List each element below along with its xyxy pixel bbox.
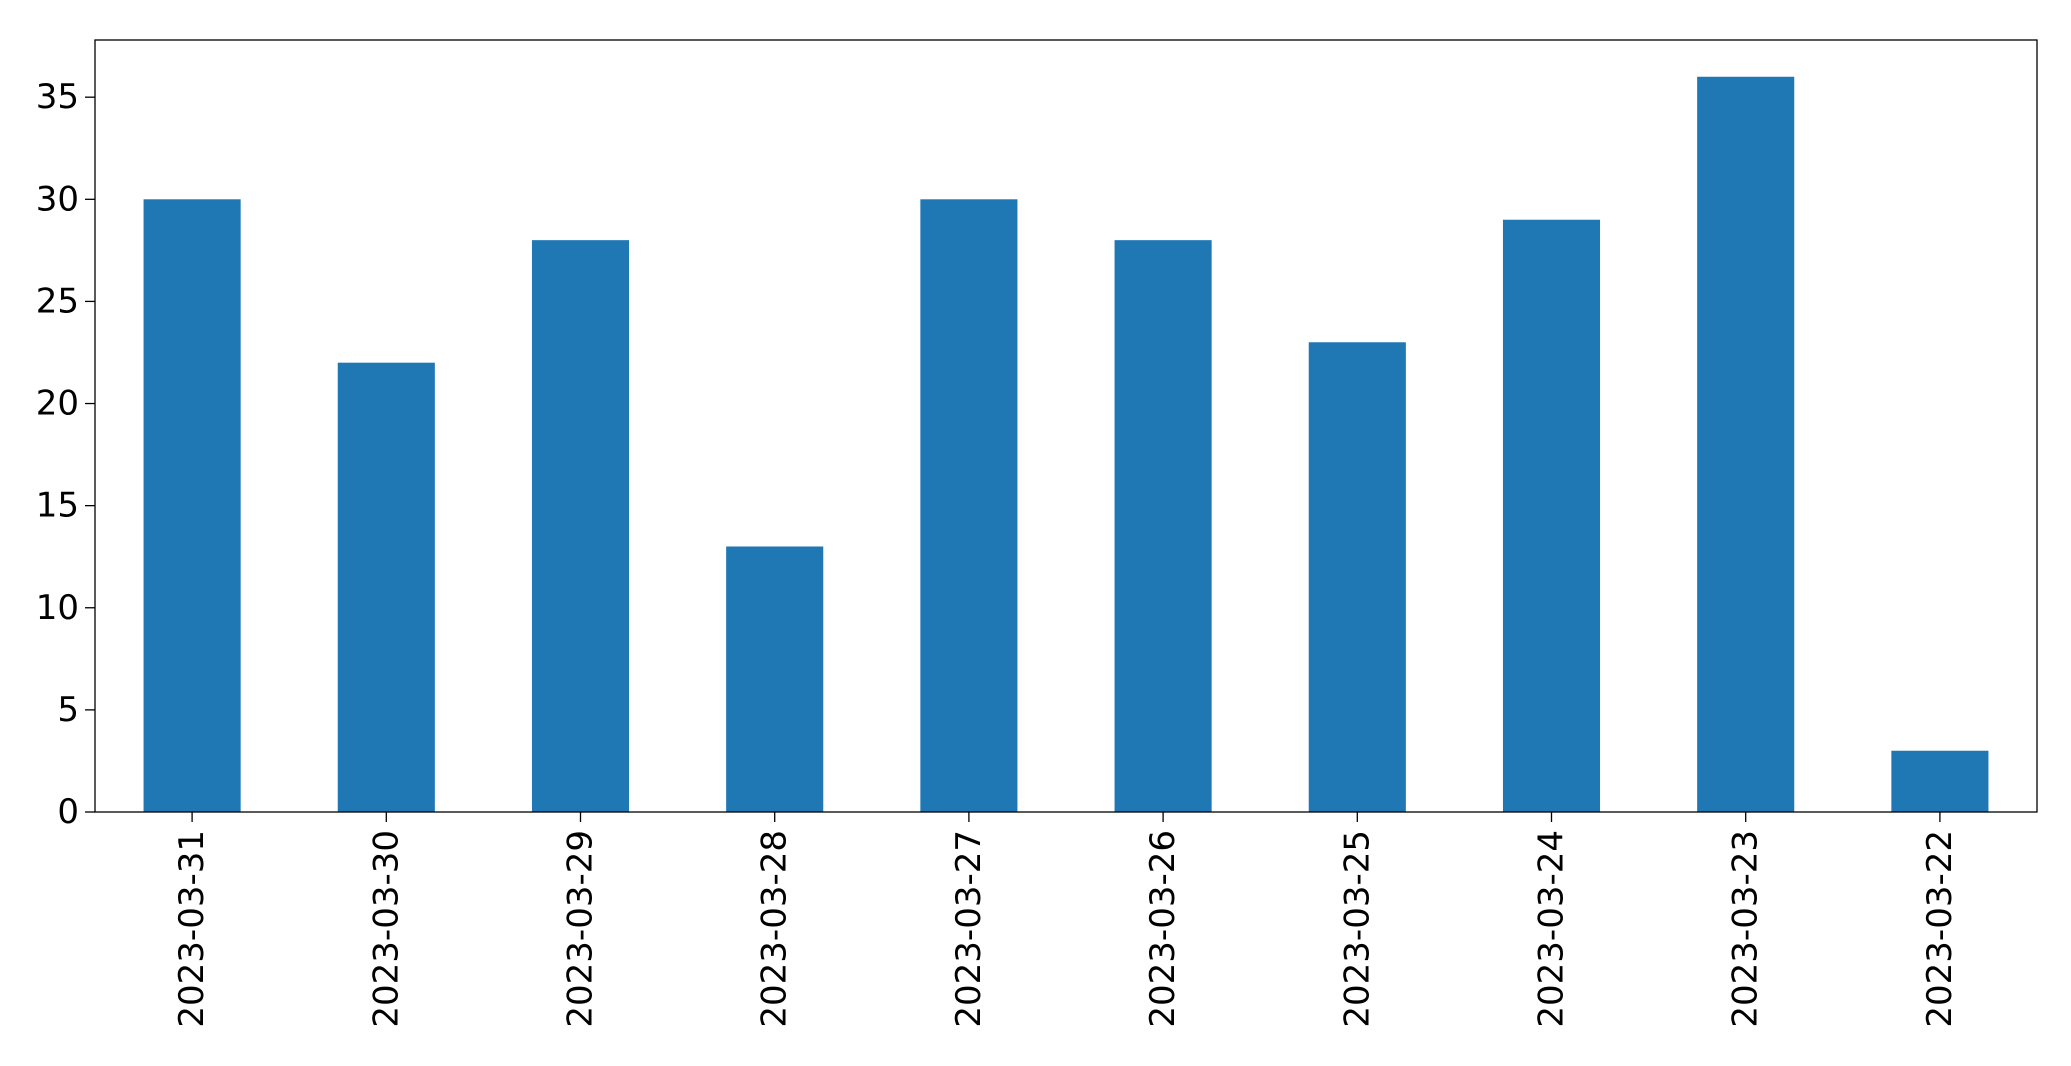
- x-tick-label: 2023-03-29: [561, 830, 601, 1028]
- y-axis: 0 5 10 15 20 25 30 35: [36, 77, 95, 832]
- bar-2023-03-27: [920, 199, 1018, 813]
- bar-2023-03-25: [1308, 342, 1406, 812]
- y-tick-label: 5: [57, 690, 79, 730]
- x-axis: 2023-03-31 2023-03-30 2023-03-29 2023-03-28…: [172, 812, 1960, 1028]
- bar-2023-03-24: [1502, 219, 1601, 813]
- x-tick-label: 2023-03-31: [172, 830, 212, 1028]
- bar-2023-03-28: [726, 546, 824, 812]
- bar-2023-03-22: [1891, 750, 1989, 812]
- bars-group: [143, 76, 1989, 813]
- y-tick-label: 25: [36, 281, 79, 321]
- bar-2023-03-26: [1114, 240, 1212, 813]
- y-tick-label: 20: [36, 384, 79, 424]
- y-tick-label: 10: [36, 588, 79, 628]
- bar-2023-03-23: [1697, 76, 1795, 812]
- bar-2023-03-29: [531, 240, 630, 813]
- x-tick-label: 2023-03-30: [366, 830, 406, 1028]
- x-tick-label: 2023-03-26: [1143, 830, 1183, 1028]
- x-tick-label: 2023-03-22: [1920, 830, 1960, 1028]
- y-tick-label: 30: [36, 179, 79, 219]
- y-tick-label: 0: [57, 792, 79, 832]
- bar-2023-03-30: [337, 362, 435, 812]
- x-tick-label: 2023-03-23: [1726, 830, 1766, 1028]
- plot-frame: [94, 39, 2038, 813]
- y-tick-label: 35: [36, 77, 79, 117]
- x-tick-label: 2023-03-24: [1532, 830, 1572, 1028]
- y-tick-label: 15: [36, 486, 79, 526]
- x-tick-label: 2023-03-25: [1337, 830, 1377, 1028]
- x-tick-label: 2023-03-27: [949, 830, 989, 1028]
- bar-2023-03-31: [143, 199, 241, 813]
- x-tick-label: 2023-03-28: [755, 830, 795, 1028]
